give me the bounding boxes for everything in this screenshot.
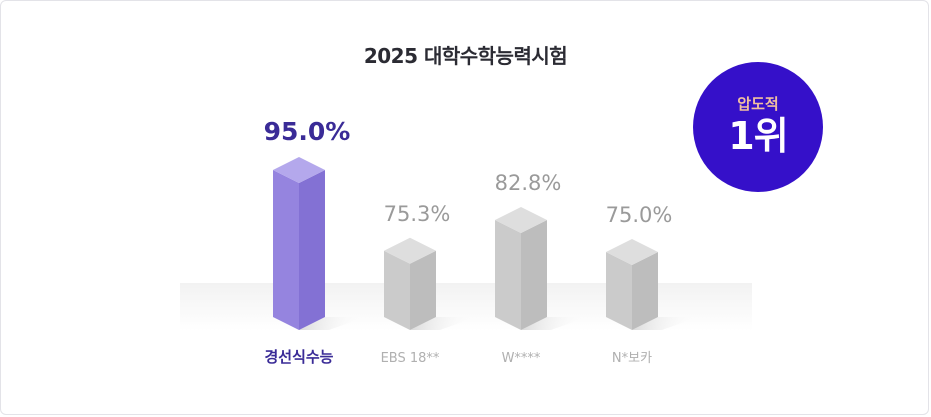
badge-rank: 1위 [728,113,788,158]
bar-category-label: EBS 18** [381,351,440,366]
bar-value-label: 95.0% [264,117,351,146]
bar-right-face [410,250,436,330]
bar-left-face [384,250,410,330]
bar-left-face [495,220,521,330]
bar-top-face [273,157,325,183]
bar-value-label: 75.3% [384,202,451,226]
bar-value-label: 82.8% [495,171,562,195]
bar-category-label: 경선식수능 [264,348,333,366]
bar-shadow [521,317,587,330]
bar-value-label: 75.0% [606,203,673,227]
bar-top-face [606,239,658,265]
bar-left-face [606,252,632,330]
rank-badge: 압도적 1위 [693,62,823,192]
bar-top-face [384,237,436,264]
bar-shadow [632,317,698,330]
bars-group: 95.0% 경선식수능 75.3% EBS 18** 82.8% W**** 75.0% N*… [264,117,698,366]
chart-title-text: 2025 대학수학능력시험 [363,44,568,68]
bar-right-face [632,252,658,330]
chart-title: 2025 대학수학능력시험 [359,40,572,72]
title-wrap: 2025 대학수학능력시험 [0,40,931,72]
badge-subtitle: 압도적 [737,94,779,113]
bar-shadow [299,317,365,330]
bar-right-face [521,220,547,330]
bar-category-label: W**** [502,351,541,366]
bar-left-face [273,170,299,330]
bar-category-label: N*보카 [612,351,652,366]
bar-right-face [299,170,325,330]
bar-top-face [495,207,547,234]
bar-shadow [410,317,476,330]
